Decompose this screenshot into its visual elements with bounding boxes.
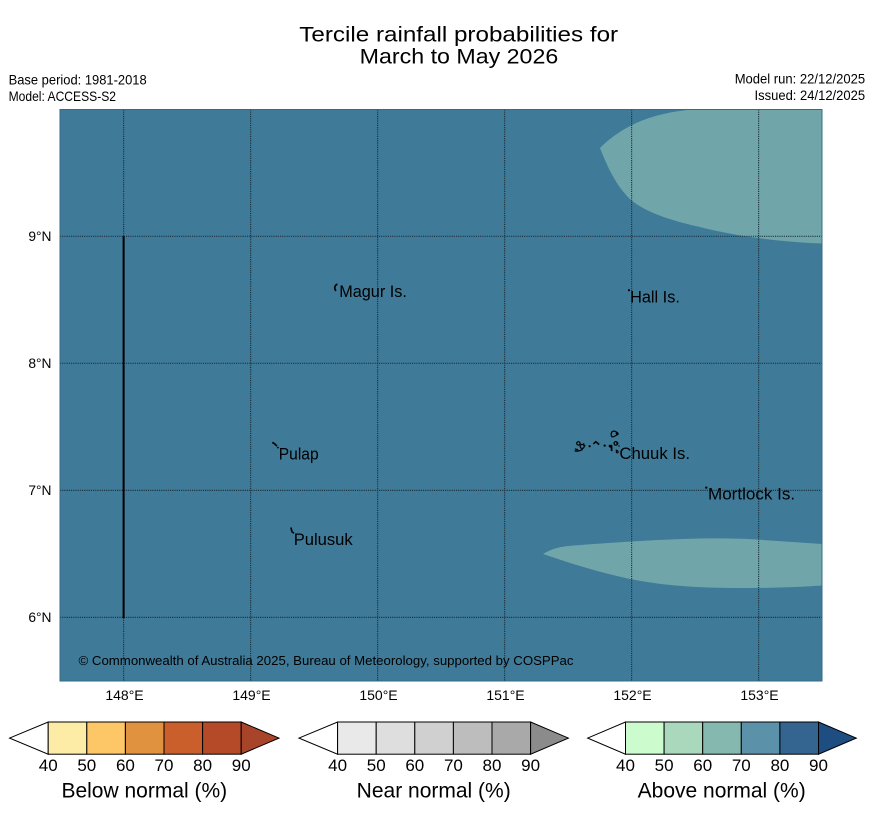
svg-text:Model: ACCESS-S2: Model: ACCESS-S2 <box>9 88 117 104</box>
svg-text:40: 40 <box>39 756 58 775</box>
svg-text:8°N: 8°N <box>28 356 51 371</box>
svg-text:149°E: 149°E <box>232 687 270 703</box>
svg-text:Mortlock Is.: Mortlock Is. <box>708 485 795 504</box>
svg-text:150°E: 150°E <box>359 687 397 703</box>
svg-text:Magur Is.: Magur Is. <box>339 282 407 301</box>
svg-text:80: 80 <box>193 756 212 775</box>
svg-text:60: 60 <box>116 756 135 775</box>
svg-text:90: 90 <box>809 756 828 775</box>
svg-text:Tercile rainfall probabilities: Tercile rainfall probabilities for <box>299 24 618 47</box>
svg-text:50: 50 <box>367 756 386 775</box>
svg-text:90: 90 <box>521 756 540 775</box>
svg-text:90: 90 <box>232 756 251 775</box>
svg-text:152°E: 152°E <box>613 687 651 703</box>
svg-text:Hall Is.: Hall Is. <box>630 288 680 307</box>
svg-text:© Commonwealth of Australia 20: © Commonwealth of Australia 2025, Bureau… <box>79 653 574 668</box>
svg-text:60: 60 <box>693 756 712 775</box>
svg-text:Below normal (%): Below normal (%) <box>61 780 227 803</box>
svg-text:Pulap: Pulap <box>279 445 319 464</box>
svg-text:70: 70 <box>444 756 463 775</box>
svg-text:Chuuk Is.: Chuuk Is. <box>619 444 690 463</box>
svg-text:80: 80 <box>483 756 502 775</box>
svg-text:Above normal (%): Above normal (%) <box>638 780 806 803</box>
svg-text:9°N: 9°N <box>28 229 51 244</box>
svg-text:March to May 2026: March to May 2026 <box>360 46 559 69</box>
svg-text:70: 70 <box>732 756 751 775</box>
svg-text:50: 50 <box>655 756 674 775</box>
svg-text:7°N: 7°N <box>28 483 51 498</box>
svg-text:6°N: 6°N <box>28 610 51 625</box>
svg-text:Issued: 24/12/2025: Issued: 24/12/2025 <box>755 87 866 103</box>
svg-text:Model run: 22/12/2025: Model run: 22/12/2025 <box>735 71 866 87</box>
svg-text:Base period: 1981-2018: Base period: 1981-2018 <box>9 71 147 87</box>
svg-text:148°E: 148°E <box>105 687 143 703</box>
svg-text:80: 80 <box>770 756 789 775</box>
svg-text:151°E: 151°E <box>486 687 524 703</box>
svg-text:Near normal (%): Near normal (%) <box>357 780 511 803</box>
svg-text:Pulusuk: Pulusuk <box>294 530 353 549</box>
svg-text:60: 60 <box>405 756 424 775</box>
svg-text:153°E: 153°E <box>740 687 778 703</box>
svg-text:40: 40 <box>616 756 635 775</box>
svg-text:50: 50 <box>77 756 96 775</box>
svg-text:70: 70 <box>155 756 174 775</box>
svg-text:40: 40 <box>328 756 347 775</box>
